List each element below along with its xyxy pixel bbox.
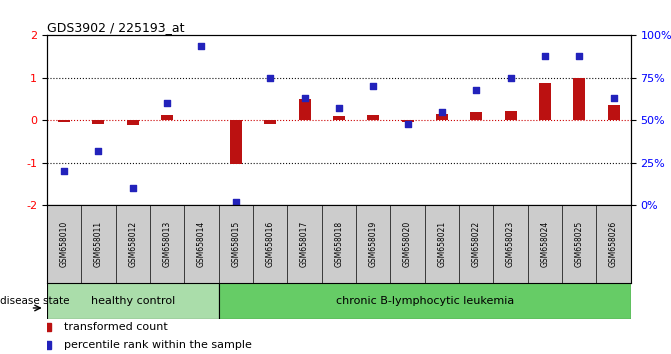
Text: GSM658025: GSM658025	[575, 221, 584, 267]
Text: percentile rank within the sample: percentile rank within the sample	[64, 340, 252, 350]
Bar	[127, 120, 139, 125]
Text: GSM658010: GSM658010	[60, 221, 68, 267]
Point	[196, 43, 207, 48]
Bar	[93, 120, 105, 124]
Point	[471, 87, 482, 93]
Bar	[539, 83, 551, 120]
Text: GSM658016: GSM658016	[266, 221, 274, 267]
Bar	[219, 283, 631, 319]
Text: GSM658018: GSM658018	[334, 221, 344, 267]
Bar	[161, 115, 173, 120]
Bar	[264, 120, 276, 124]
Point	[162, 101, 172, 106]
Bar	[505, 111, 517, 120]
Text: chronic B-lymphocytic leukemia: chronic B-lymphocytic leukemia	[336, 296, 514, 306]
Bar	[436, 114, 448, 120]
Text: GSM658013: GSM658013	[162, 221, 172, 267]
Point	[59, 169, 70, 174]
Text: GSM658017: GSM658017	[300, 221, 309, 267]
Text: healthy control: healthy control	[91, 296, 175, 306]
Bar	[47, 283, 219, 319]
Point	[333, 105, 344, 111]
Bar	[367, 115, 379, 120]
Point	[93, 148, 104, 154]
Bar	[58, 120, 70, 122]
Text: GSM658022: GSM658022	[472, 221, 480, 267]
Point	[230, 199, 241, 205]
Text: GSM658026: GSM658026	[609, 221, 618, 267]
Text: GSM658024: GSM658024	[540, 221, 550, 267]
Bar	[470, 112, 482, 120]
Text: GSM658020: GSM658020	[403, 221, 412, 267]
Text: GSM658012: GSM658012	[128, 221, 138, 267]
Point	[265, 75, 276, 81]
Text: GSM658023: GSM658023	[506, 221, 515, 267]
Bar	[333, 116, 345, 120]
Bar	[573, 78, 585, 120]
Text: GSM658021: GSM658021	[437, 221, 446, 267]
Bar	[230, 120, 242, 164]
Text: GSM658014: GSM658014	[197, 221, 206, 267]
Text: GSM658015: GSM658015	[231, 221, 240, 267]
Point	[539, 53, 550, 59]
Text: transformed count: transformed count	[64, 322, 168, 332]
Text: GSM658019: GSM658019	[368, 221, 378, 267]
Point	[127, 185, 138, 191]
Bar	[607, 105, 619, 120]
Point	[505, 75, 516, 81]
Point	[574, 53, 584, 59]
Point	[299, 96, 310, 101]
Point	[437, 109, 448, 115]
Point	[368, 84, 378, 89]
Bar	[401, 120, 413, 122]
Bar	[299, 99, 311, 120]
Text: GDS3902 / 225193_at: GDS3902 / 225193_at	[47, 21, 185, 34]
Text: GSM658011: GSM658011	[94, 221, 103, 267]
Text: disease state: disease state	[0, 296, 70, 306]
Point	[402, 121, 413, 127]
Point	[608, 96, 619, 101]
